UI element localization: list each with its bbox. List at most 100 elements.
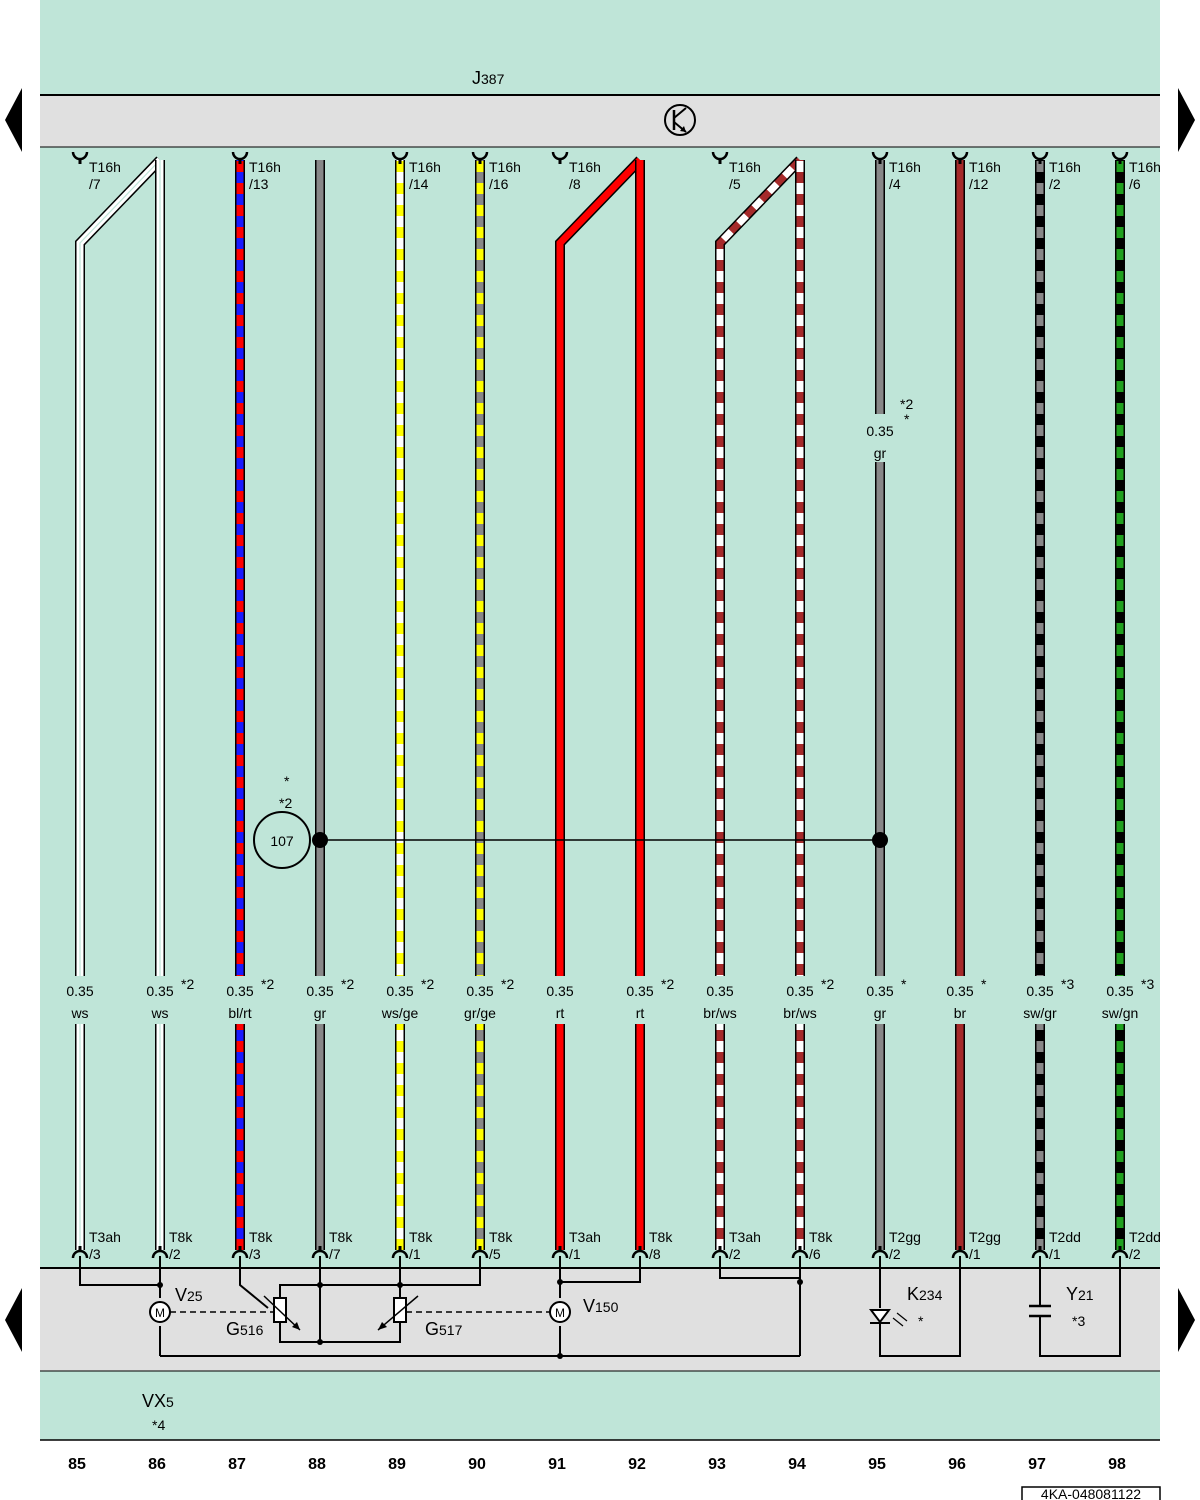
wire-size: 0.35	[146, 983, 173, 999]
connector-pin: /2	[1049, 176, 1061, 192]
connector-name: T16h	[489, 159, 521, 175]
wire-note: *	[981, 976, 987, 992]
component-label-v25: V25	[175, 1285, 203, 1305]
connector-pin: /7	[89, 176, 101, 192]
column-number: 96	[948, 1456, 966, 1473]
control-unit-band	[40, 95, 1160, 147]
column-number: 97	[1028, 1456, 1046, 1473]
connector-bottom-88: T8k/7	[311, 1229, 353, 1262]
wire-color: br/ws	[703, 1005, 736, 1021]
connector-name: T8k	[649, 1229, 673, 1245]
connector-name: T16h	[969, 159, 1001, 175]
connector-pin: /3	[249, 1246, 261, 1262]
mid-wire-label-95: 0.35 gr *2 *	[862, 396, 913, 462]
wire-color: ws	[150, 1005, 168, 1021]
svg-text:M: M	[155, 1306, 165, 1320]
column-number: 90	[468, 1456, 486, 1473]
capacitor-icon	[1029, 1304, 1051, 1318]
connector-pin: /14	[409, 176, 429, 192]
connector-top-89: T16h/14	[391, 151, 441, 192]
label-gap	[696, 976, 744, 1024]
document-id-box	[1021, 1486, 1161, 1500]
wire-color: br/ws	[783, 1005, 816, 1021]
connector-top-93: T16h/5	[711, 151, 761, 192]
motor-icon: M	[549, 1301, 571, 1323]
wire-91	[555, 156, 644, 1250]
connector-pin: /2	[169, 1246, 181, 1262]
connector-pin: /3	[89, 1246, 101, 1262]
connector-pin: /13	[249, 176, 269, 192]
wire-size: 0.35	[466, 983, 493, 999]
column-number: 95	[868, 1456, 886, 1473]
connector-pin: /1	[1049, 1246, 1061, 1262]
column-number: 93	[708, 1456, 726, 1473]
column-number: 85	[68, 1456, 86, 1473]
connector-pin: /8	[649, 1246, 661, 1262]
connector-pin: /5	[489, 1246, 501, 1262]
column-number: 88	[308, 1456, 326, 1473]
connector-top-98: T16h/6	[1111, 151, 1161, 192]
column-number: 98	[1108, 1456, 1126, 1473]
component-label-k234: K234	[907, 1284, 943, 1304]
wire-color: sw/gn	[1102, 1005, 1139, 1021]
connector-pin: /16	[489, 176, 509, 192]
connector-pin: /8	[569, 176, 581, 192]
diagram-background	[40, 0, 1160, 1440]
triangle-right-icon[interactable]	[1178, 1288, 1195, 1352]
component-wiring	[79, 1256, 1121, 1357]
triangle-right-icon[interactable]	[1178, 88, 1195, 152]
wire-note: *3	[1061, 976, 1074, 992]
connector-pin: /2	[729, 1246, 741, 1262]
splice-107: 107 * *2	[253, 773, 888, 869]
connector-name: T8k	[169, 1229, 193, 1245]
connector-bottom-93: T3ah/2	[711, 1229, 761, 1262]
connector-bottom-86: T8k/2	[151, 1229, 193, 1262]
wire-note: *	[901, 976, 907, 992]
wire-size: 0.35	[786, 983, 813, 999]
wire-note: *3	[1141, 976, 1154, 992]
connector-name: T16h	[729, 159, 761, 175]
column-number: 89	[388, 1456, 406, 1473]
label-gap	[616, 976, 664, 1024]
splice-note: *	[284, 773, 290, 789]
potentiometer-icon	[377, 1295, 419, 1331]
wire-color: gr	[314, 1005, 327, 1021]
wire-color: sw/gr	[1023, 1005, 1057, 1021]
label-gap	[936, 976, 984, 1024]
connector-name: T16h	[409, 159, 441, 175]
wire-size: 0.35	[866, 983, 893, 999]
wire-size: 0.35	[706, 983, 733, 999]
column-number: 94	[788, 1456, 806, 1473]
triangle-left-icon[interactable]	[5, 1288, 22, 1352]
wire-note: *2	[821, 976, 834, 992]
connector-pin: /1	[569, 1246, 581, 1262]
connector-bottom-89: T8k/1	[391, 1229, 433, 1262]
wire-size: 0.35	[1106, 983, 1133, 999]
connector-name: T3ah	[729, 1229, 761, 1245]
connector-pin: /7	[329, 1246, 341, 1262]
connector-bottom-97: T2dd/1	[1031, 1229, 1081, 1262]
connector-pin: /6	[1129, 176, 1141, 192]
connector-name: T16h	[1049, 159, 1081, 175]
connector-top-87: T16h/13	[231, 151, 281, 192]
component-note-vx5: *4	[152, 1417, 165, 1433]
component-note-y21: *3	[1072, 1313, 1085, 1329]
triangle-left-icon[interactable]	[5, 88, 22, 152]
connector-name: T16h	[1129, 159, 1161, 175]
wire-note: *2	[261, 976, 274, 992]
wire-size: 0.35	[546, 983, 573, 999]
wire-note: *2	[181, 976, 194, 992]
wire-color: gr/ge	[464, 1005, 496, 1021]
connector-name: T2dd	[1049, 1229, 1081, 1245]
connector-bottom-96: T2gg/1	[951, 1229, 1001, 1262]
potentiometer-icon	[263, 1295, 301, 1331]
wire-note: *	[904, 411, 910, 427]
connector-pin: /2	[1129, 1246, 1141, 1262]
connector-name: T2gg	[969, 1229, 1001, 1245]
wire-color: rt	[556, 1005, 565, 1021]
column-number: 91	[548, 1456, 566, 1473]
connector-name: T8k	[329, 1229, 353, 1245]
wire-note: *2	[341, 976, 354, 992]
connector-name: T2gg	[889, 1229, 921, 1245]
component-label-g517: G517	[425, 1319, 463, 1339]
